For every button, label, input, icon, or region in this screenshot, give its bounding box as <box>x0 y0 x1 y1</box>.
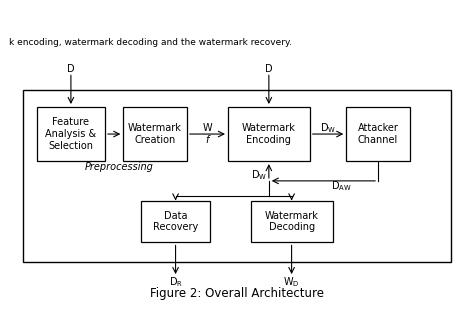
Text: D$_\mathregular{R}$: D$_\mathregular{R}$ <box>169 275 182 289</box>
Text: Figure 2: Overall Architecture: Figure 2: Overall Architecture <box>150 287 324 300</box>
Text: Attacker
Channel: Attacker Channel <box>357 123 399 145</box>
Bar <box>346 107 410 161</box>
Text: D: D <box>67 64 75 74</box>
Bar <box>32 102 205 176</box>
Bar <box>251 201 333 242</box>
Bar <box>141 201 210 242</box>
Bar <box>23 90 451 262</box>
Bar <box>228 107 310 161</box>
Text: D$_\mathregular{W}$: D$_\mathregular{W}$ <box>320 121 336 135</box>
Text: Watermark
Encoding: Watermark Encoding <box>242 123 296 145</box>
Text: Watermark
Decoding: Watermark Decoding <box>264 211 319 232</box>
Bar <box>37 107 105 161</box>
Text: D$_\mathregular{AW}$: D$_\mathregular{AW}$ <box>331 179 352 193</box>
Text: D$_\mathregular{W}$: D$_\mathregular{W}$ <box>251 168 266 182</box>
Text: f: f <box>206 135 209 145</box>
Text: k encoding, watermark decoding and the watermark recovery.: k encoding, watermark decoding and the w… <box>9 38 292 47</box>
Text: W$_\mathregular{D}$: W$_\mathregular{D}$ <box>283 275 300 289</box>
Text: Watermark
Creation: Watermark Creation <box>128 123 182 145</box>
Text: D: D <box>265 64 273 74</box>
Text: Data
Recovery: Data Recovery <box>153 211 198 232</box>
Text: Feature
Analysis &
Selection: Feature Analysis & Selection <box>46 118 97 151</box>
Text: Preprocessing: Preprocessing <box>84 162 153 172</box>
Text: W: W <box>202 123 212 133</box>
Bar <box>123 107 187 161</box>
